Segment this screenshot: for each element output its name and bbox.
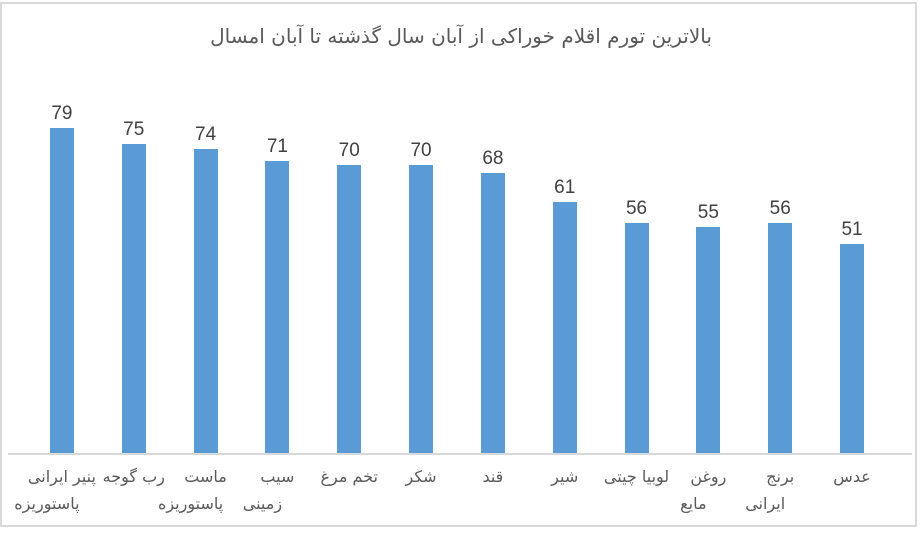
bars-group: 79 75 74 71 70 70 68 61 56 55 56	[26, 85, 888, 455]
bar-value-label: 56	[625, 198, 648, 219]
x-axis-category-label: سیب زمینی	[241, 463, 313, 517]
bar	[121, 144, 146, 455]
bar-value-label: 71	[266, 136, 288, 157]
x-axis-category-label-line: روغن	[690, 467, 727, 486]
bar-value-label: 51	[841, 219, 863, 240]
x-axis-category-label-line: پنیر ایرانی	[27, 467, 96, 486]
x-axis-labels-row: پنیر ایرانی پاستوریزه رب گوجه ماست پاستوری…	[14, 463, 888, 517]
bar	[480, 173, 505, 455]
bar-slot: 51	[816, 85, 888, 455]
bar	[768, 223, 793, 455]
bar-slot: 61	[529, 85, 601, 455]
chart-title: بالاترین تورم اقلام خوراکی از آبان سال گ…	[210, 24, 712, 48]
bar	[552, 202, 577, 455]
x-axis-category-label-line: پاستوریزه	[14, 494, 80, 513]
bar-slot: 70	[385, 85, 457, 455]
bar-slot: 68	[457, 85, 529, 455]
bar-slot: 75	[98, 85, 170, 455]
bar	[696, 227, 721, 455]
x-axis-category-label-line: شیر	[551, 467, 579, 486]
bar	[49, 128, 74, 455]
x-axis-category-label-line: لوبیا چیتی	[603, 467, 670, 486]
x-axis-category-label-line: زمینی	[242, 494, 283, 513]
x-axis-category-label-line: ماست	[184, 467, 227, 486]
x-axis-category-label-line: ایرانی	[745, 494, 786, 513]
bar-slot: 55	[672, 85, 744, 455]
x-axis-category-label-line: رب گوجه	[102, 467, 165, 486]
x-axis-category-label-line: برنج	[766, 467, 795, 486]
plot-area: 79 75 74 71 70 70 68 61 56 55 56	[26, 85, 888, 455]
bar	[624, 223, 649, 455]
x-axis-category-label: ماست پاستوریزه	[158, 463, 242, 517]
bar-value-label: 74	[195, 124, 217, 145]
bar-value-label: 75	[123, 119, 145, 140]
bar	[337, 165, 362, 455]
bar-value-label: 70	[410, 140, 432, 161]
x-axis-category-label-line: مایع	[680, 494, 707, 513]
x-axis-category-label: پنیر ایرانی پاستوریزه	[14, 463, 98, 517]
bar-value-label: 70	[338, 140, 360, 161]
x-axis-category-label: شیر	[529, 463, 601, 517]
bar-slot: 56	[744, 85, 816, 455]
bar-value-label: 61	[554, 177, 576, 198]
bar-slot: 74	[170, 85, 242, 455]
x-axis-category-label-line: عدس	[833, 467, 871, 486]
x-axis-category-label-line: تخم مرغ	[320, 467, 378, 486]
bar-slot: 79	[26, 85, 98, 455]
bar-slot: 71	[241, 85, 313, 455]
bar	[409, 165, 434, 455]
bar	[265, 161, 290, 455]
bar-slot: 70	[313, 85, 385, 455]
x-axis-category-label: لوبیا چیتی	[601, 463, 673, 517]
x-axis-category-label: رب گوجه	[98, 463, 170, 517]
x-axis-category-label-line: پاستوریزه	[157, 494, 224, 513]
x-axis-category-label: قند	[457, 463, 529, 517]
bar	[840, 244, 865, 455]
x-axis-category-label: روغن مایع	[672, 463, 744, 517]
x-axis-category-label-line: شکر	[405, 467, 437, 486]
x-axis-category-label: عدس	[816, 463, 888, 517]
bar-slot: 56	[601, 85, 673, 455]
bar	[193, 149, 218, 455]
bar-value-label: 55	[697, 202, 719, 223]
x-axis-line	[8, 453, 912, 455]
x-axis-category-label: شکر	[385, 463, 457, 517]
bar-value-label: 68	[482, 148, 504, 169]
x-axis-category-label-line: قند	[482, 467, 504, 486]
bar-value-label: 79	[51, 103, 73, 124]
bar-value-label: 56	[769, 198, 791, 219]
x-axis-category-label: تخم مرغ	[313, 463, 385, 517]
chart-frame	[0, 2, 917, 527]
x-axis-category-label: برنج ایرانی	[744, 463, 816, 517]
x-axis-category-label-line: سیب	[260, 467, 295, 486]
